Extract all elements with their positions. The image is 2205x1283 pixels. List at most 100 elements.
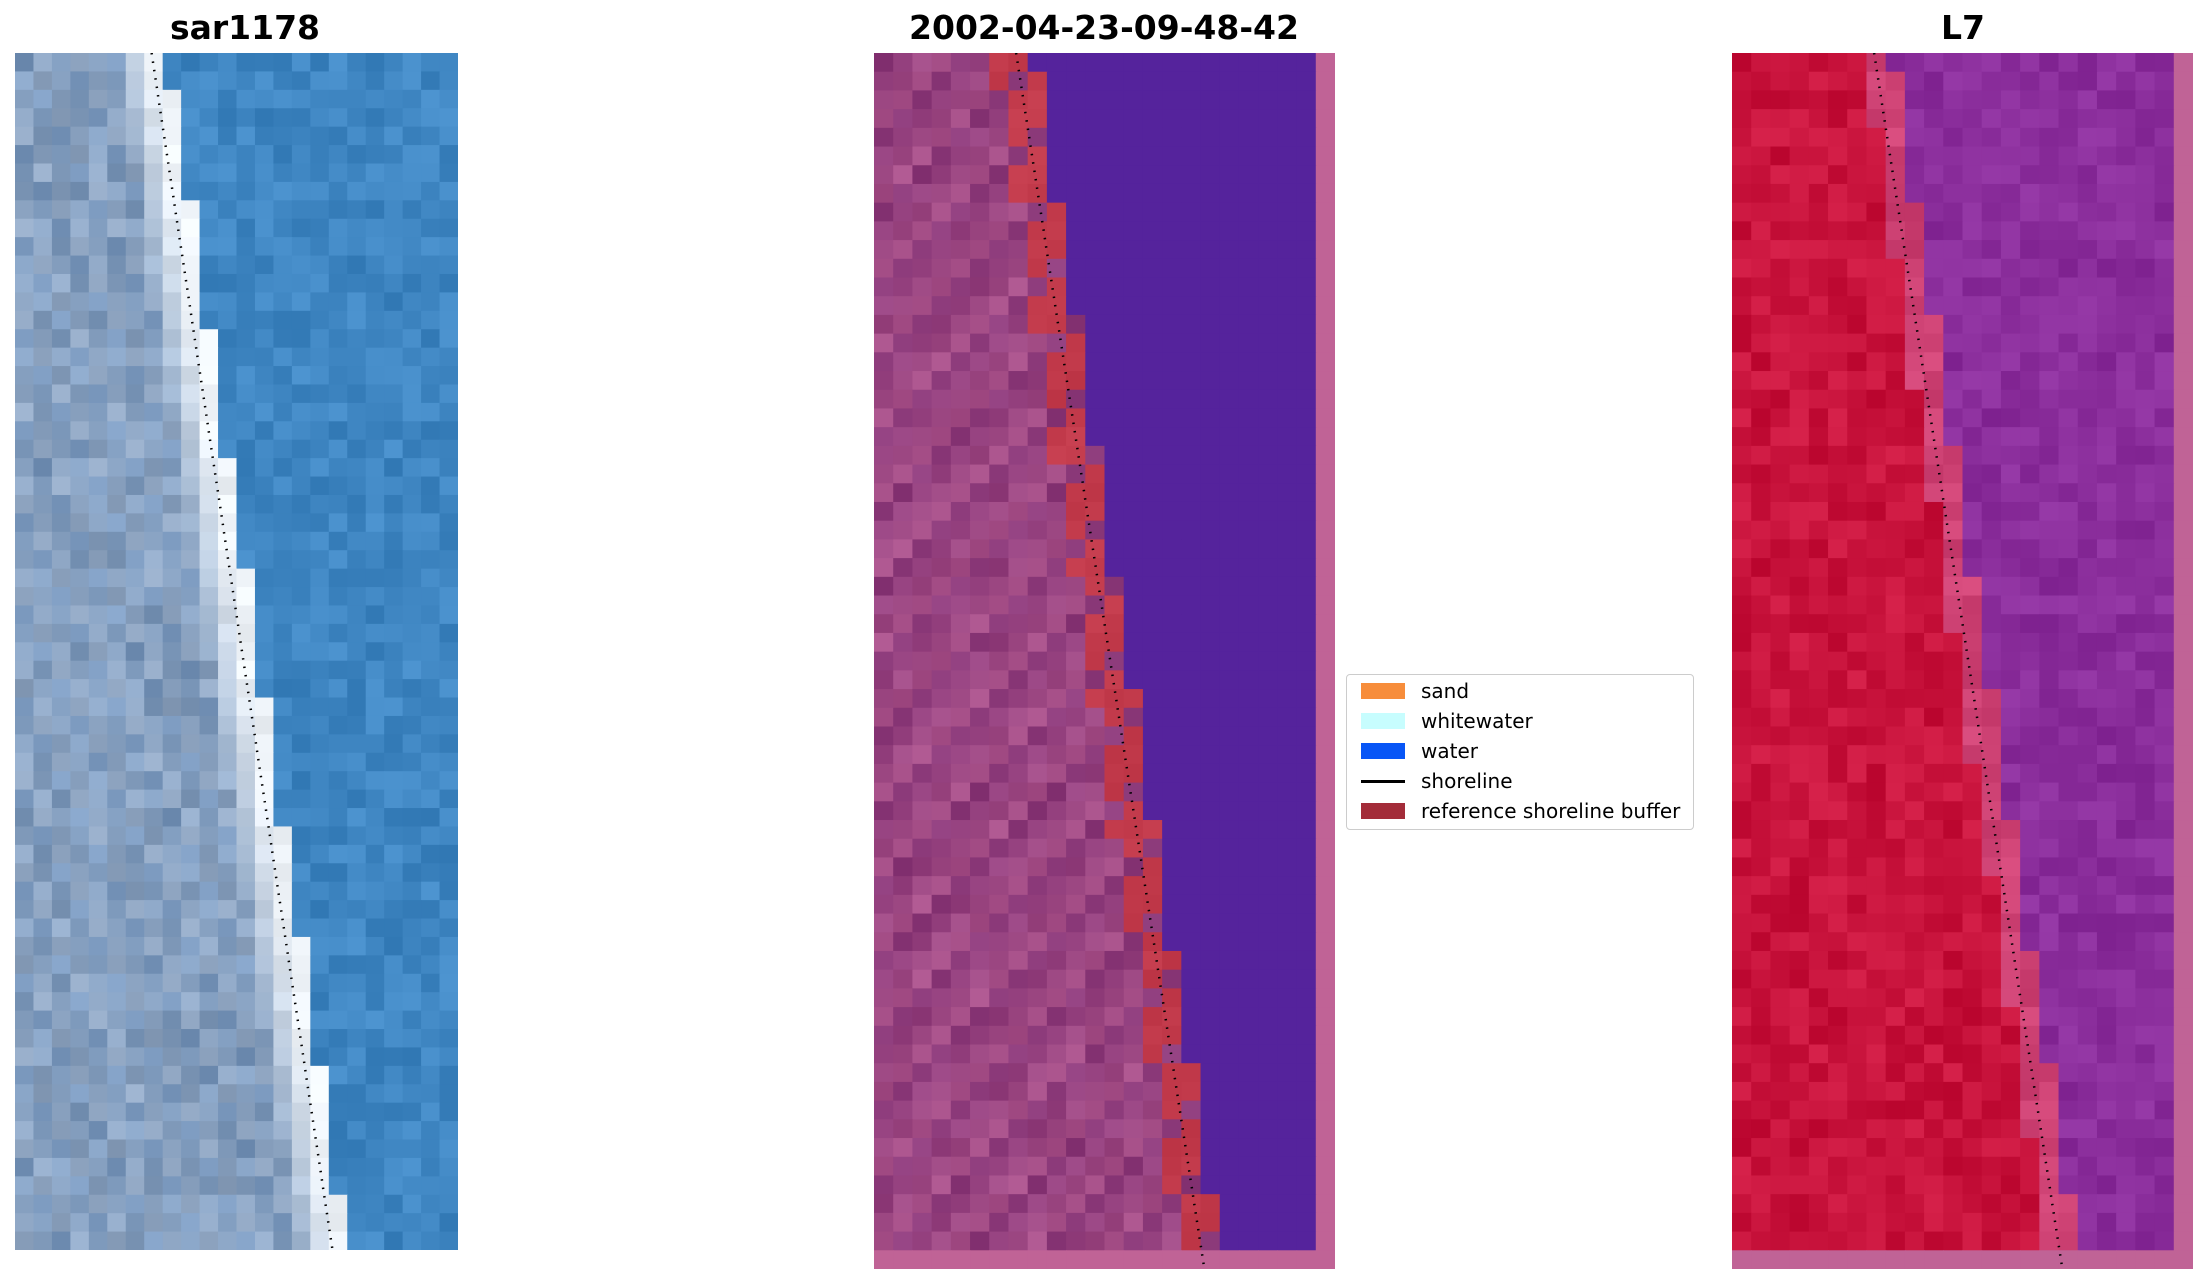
pixel bbox=[291, 531, 311, 551]
pixel bbox=[989, 894, 1010, 915]
pixel bbox=[2173, 1081, 2193, 1102]
pixel bbox=[2154, 1194, 2175, 1214]
pixel bbox=[33, 163, 53, 183]
pixel bbox=[162, 936, 182, 956]
pixel bbox=[2000, 576, 2021, 597]
pixel bbox=[1885, 632, 1906, 653]
pixel bbox=[1828, 838, 1848, 859]
pixel bbox=[2096, 71, 2117, 92]
pixel bbox=[291, 642, 311, 662]
pixel bbox=[1866, 464, 1887, 484]
pixel bbox=[2096, 127, 2117, 148]
pixel bbox=[181, 1121, 201, 1141]
pixel bbox=[236, 808, 256, 828]
pixel bbox=[439, 384, 458, 404]
pixel bbox=[291, 936, 311, 956]
pixel bbox=[402, 1010, 422, 1030]
pixel bbox=[291, 255, 311, 275]
pixel bbox=[439, 642, 458, 662]
pixel bbox=[365, 1121, 385, 1141]
pixel bbox=[33, 329, 53, 349]
pixel bbox=[1751, 651, 1772, 671]
pixel bbox=[33, 384, 53, 404]
pixel bbox=[1162, 352, 1182, 372]
pixel bbox=[33, 255, 53, 275]
pixel bbox=[2039, 1250, 2060, 1269]
pixel bbox=[893, 932, 914, 952]
pixel bbox=[1981, 1063, 2002, 1083]
pixel bbox=[950, 221, 971, 241]
pixel bbox=[125, 789, 145, 809]
pixel bbox=[181, 697, 201, 717]
pixel bbox=[912, 1119, 933, 1139]
pixel bbox=[1962, 202, 1983, 222]
pixel bbox=[1770, 1025, 1791, 1046]
pixel bbox=[1732, 782, 1752, 802]
pixel bbox=[1200, 763, 1221, 784]
pixel bbox=[1008, 558, 1029, 578]
pixel bbox=[970, 296, 990, 316]
pixel bbox=[912, 221, 933, 241]
pixel bbox=[254, 329, 275, 349]
pixel bbox=[1181, 651, 1202, 671]
pixel bbox=[1732, 1007, 1752, 1027]
pixel bbox=[950, 314, 971, 335]
pixel bbox=[1104, 689, 1125, 709]
pixel bbox=[2020, 801, 2040, 821]
pixel bbox=[912, 632, 933, 653]
pixel bbox=[1258, 71, 1278, 92]
pixel bbox=[1066, 1212, 1086, 1233]
pixel bbox=[1200, 689, 1221, 709]
pixel bbox=[874, 745, 894, 765]
pixel bbox=[1943, 1156, 1964, 1177]
pixel bbox=[1008, 221, 1029, 241]
pixel bbox=[1008, 950, 1029, 971]
pixel bbox=[125, 771, 145, 791]
pixel bbox=[291, 71, 311, 91]
pixel bbox=[1904, 932, 1925, 952]
pixel bbox=[1296, 950, 1317, 971]
pixel bbox=[2077, 820, 2098, 840]
pixel bbox=[384, 752, 404, 772]
pixel bbox=[254, 366, 275, 386]
pixel bbox=[1027, 950, 1048, 971]
pixel bbox=[2154, 371, 2175, 391]
pixel bbox=[874, 1231, 894, 1251]
pixel bbox=[2116, 614, 2136, 634]
pixel bbox=[70, 292, 90, 312]
pixel bbox=[1219, 1250, 1240, 1269]
pixel bbox=[254, 1213, 275, 1233]
pixel bbox=[144, 955, 164, 975]
pixel bbox=[1027, 1194, 1048, 1214]
pixel bbox=[2039, 1007, 2060, 1027]
pixel bbox=[162, 734, 182, 754]
pixel bbox=[2020, 389, 2040, 410]
pixel bbox=[970, 501, 990, 522]
pixel bbox=[2077, 296, 2098, 316]
pixel bbox=[51, 715, 71, 735]
pixel bbox=[291, 789, 311, 809]
pixel bbox=[1219, 90, 1240, 110]
pixel bbox=[912, 389, 933, 410]
pixel bbox=[893, 689, 914, 709]
pixel bbox=[2058, 314, 2079, 335]
pixel bbox=[421, 347, 441, 367]
pixel bbox=[1885, 183, 1906, 204]
pixel bbox=[2135, 146, 2156, 166]
pixel bbox=[2020, 820, 2040, 840]
pixel bbox=[2116, 1212, 2136, 1233]
pixel bbox=[2116, 558, 2136, 578]
pixel bbox=[1162, 876, 1182, 896]
pixel bbox=[2077, 202, 2098, 222]
pixel bbox=[1789, 314, 1810, 335]
pixel bbox=[912, 352, 933, 372]
pixel bbox=[1847, 1156, 1868, 1177]
pixel bbox=[199, 789, 219, 809]
pixel bbox=[1104, 894, 1125, 915]
pixel bbox=[1770, 820, 1791, 840]
pixel bbox=[70, 568, 90, 588]
pixel bbox=[199, 310, 219, 330]
pixel bbox=[1258, 183, 1278, 204]
pixel bbox=[2039, 726, 2060, 746]
pixel bbox=[1808, 53, 1829, 73]
